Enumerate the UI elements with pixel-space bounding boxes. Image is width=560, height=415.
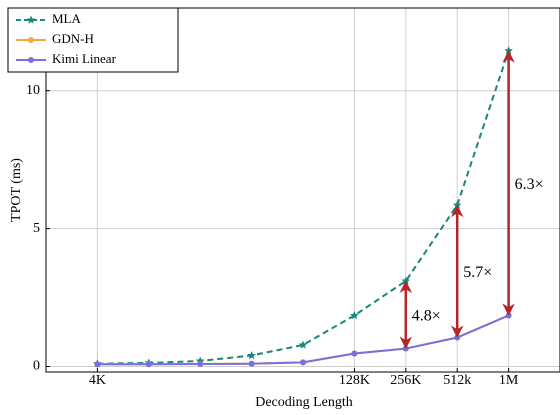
data-point <box>145 361 152 368</box>
x-axis-label: Decoding Length <box>255 395 353 410</box>
legend-marker <box>26 15 36 24</box>
ratio-label: 5.7× <box>463 264 492 281</box>
x-tick-label: 128K <box>339 373 370 388</box>
y-tick-label: 0 <box>33 359 40 374</box>
data-point <box>197 361 204 368</box>
y-tick-label: 10 <box>26 83 40 98</box>
data-point <box>248 360 255 367</box>
x-tick-label: 512k <box>443 373 471 388</box>
data-point <box>350 310 359 320</box>
data-point <box>300 359 306 366</box>
legend-label: GDN-H <box>52 31 94 46</box>
series-line <box>97 50 510 365</box>
ratio-label: 6.3× <box>515 176 544 193</box>
legend-label: Kimi Linear <box>52 51 117 66</box>
data-point <box>351 350 358 357</box>
x-tick-label: 256K <box>390 373 421 388</box>
plot-frame <box>45 7 560 373</box>
y-axis-label: TPOT (ms) <box>9 158 24 222</box>
ratio-label: 4.8× <box>412 307 441 324</box>
legend-marker <box>28 37 34 43</box>
data-point <box>247 350 256 360</box>
legend-marker <box>28 57 34 63</box>
x-tick-label: 4K <box>89 373 106 388</box>
legend-label: MLA <box>52 11 82 26</box>
x-tick-label: 1M <box>499 373 519 388</box>
data-point <box>94 361 101 368</box>
y-tick-label: 5 <box>33 221 40 236</box>
data-point <box>298 340 308 349</box>
series-line <box>97 314 509 366</box>
